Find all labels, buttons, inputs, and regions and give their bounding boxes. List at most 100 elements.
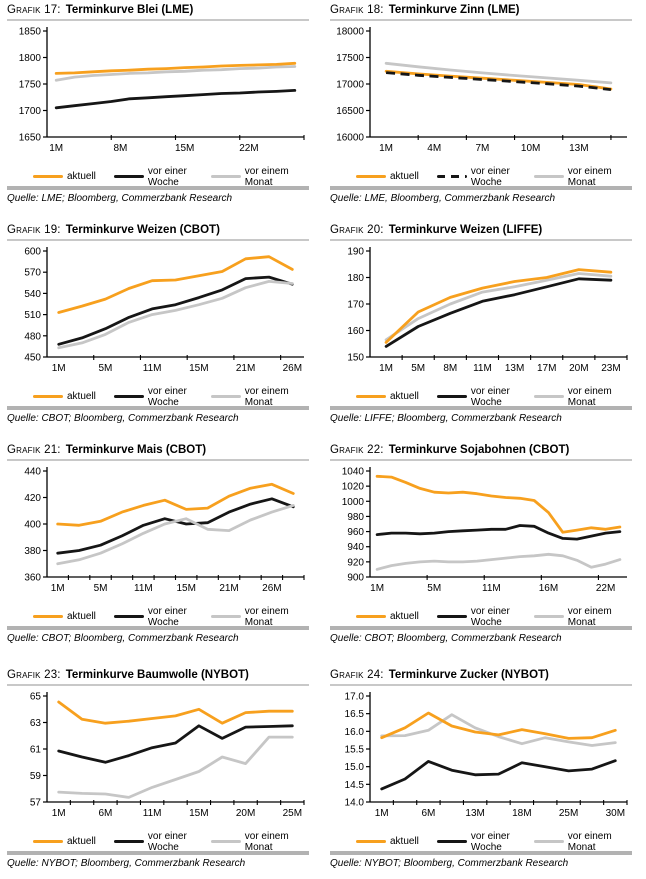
chart-canvas-21: 360 380 400 420 440 1M 5M 11M 15M 21M 26M — [24, 467, 305, 594]
legend-item-monat: vor einem Monat — [210, 386, 291, 408]
x-tick-label: 1M — [379, 363, 393, 374]
legend-item-woche: vor einer Woche — [113, 165, 193, 188]
x-tick-label: 7M — [475, 143, 489, 154]
x-tick-label: 4M — [427, 143, 441, 154]
y-tick-label: 16.5 — [345, 709, 365, 720]
series-line-woche — [385, 71, 612, 91]
x-tick-label: 22M — [239, 143, 258, 154]
legend-label-woche: vor einer Woche — [147, 605, 187, 628]
x-axis-labels: 1M 4M 7M 10M 13M — [379, 143, 588, 154]
chart-panel-21: Grafik 21: Terminkurve Mais (CBOT) 360 380 4… — [0, 440, 323, 665]
series-line-woche — [384, 277, 613, 348]
legend-swatch-aktuell — [356, 839, 386, 844]
source-note: Quelle: CBOT; Bloomberg, Commerzbank Res… — [330, 633, 562, 644]
y-tick-label: 570 — [24, 268, 41, 279]
x-axis-labels: 1M 6M 13M 18M 25M 30M — [375, 808, 625, 819]
chart-legend: aktuell vor einer Woche vor einem Monat — [33, 606, 309, 628]
chart-number-label: Grafik 17: — [7, 4, 61, 16]
y-tick-label: 17500 — [336, 53, 364, 64]
chart-heading: Grafik 23: Terminkurve Baumwolle (NYBOT) — [7, 669, 309, 681]
chart-number-label: Grafik 18: — [330, 4, 384, 16]
x-tick-label: 11M — [482, 583, 501, 594]
legend-swatch-woche — [113, 394, 144, 399]
chart-canvas-24: 14.0 14.5 15.0 15.5 16.0 16.5 17.0 1M 6M 13M 18M 25… — [345, 692, 628, 819]
x-tick-label: 8M — [443, 363, 457, 374]
chart-number-label: Grafik 19: — [7, 224, 61, 236]
series-line-monat — [56, 504, 295, 566]
legend-label-monat: vor einem Monat — [244, 830, 289, 853]
series-line-monat — [384, 61, 613, 85]
legend-swatch-monat — [210, 174, 241, 179]
x-tick-label: 5M — [427, 583, 441, 594]
x-tick-label: 20M — [236, 808, 255, 819]
y-axis-ticks: 57 59 61 63 65 — [30, 692, 47, 809]
y-tick-label: 15.0 — [345, 762, 365, 773]
x-axis-labels: 1M 6M 11M 15M 20M 25M — [52, 808, 302, 819]
title-divider — [330, 684, 632, 686]
x-axis-labels: 1M 5M 8M 11M 13M 17M 20M 23M — [379, 363, 621, 374]
y-tick-label: 16500 — [336, 106, 364, 117]
y-tick-label: 480 — [24, 331, 41, 342]
source-note: Quelle: CBOT; Bloomberg, Commerzbank Res… — [7, 413, 239, 424]
legend-swatch-monat — [533, 394, 564, 399]
legend-swatch-woche — [436, 394, 467, 399]
y-tick-label: 160 — [347, 326, 364, 337]
source-note: Quelle: LME, Bloomberg, Commerzbank Rese… — [330, 193, 556, 204]
series-line-aktuell — [56, 482, 295, 527]
source-note: Quelle: LIFFE; Bloomberg, Commerzbank Re… — [330, 413, 562, 424]
y-tick-label: 450 — [24, 353, 41, 364]
x-axis-ticks — [426, 575, 599, 580]
y-tick-label: 1800 — [19, 53, 42, 64]
legend-label-aktuell: aktuell — [67, 836, 96, 847]
x-tick-label: 1M — [49, 143, 63, 154]
x-tick-label: 30M — [606, 808, 625, 819]
y-tick-label: 57 — [30, 798, 42, 809]
legend-swatch-monat — [533, 174, 564, 179]
series-line-aktuell — [57, 700, 294, 725]
legend-swatch-aktuell — [356, 614, 386, 619]
x-tick-label: 11M — [143, 363, 162, 374]
legend-label-aktuell: aktuell — [67, 171, 96, 182]
x-axis-ticks — [69, 800, 305, 805]
series-line-aktuell — [54, 61, 297, 75]
y-tick-label: 150 — [347, 353, 364, 364]
x-tick-label: 13M — [465, 808, 484, 819]
x-tick-label: 25M — [283, 808, 302, 819]
legend-swatch-aktuell — [33, 614, 63, 619]
series-line-woche — [380, 759, 617, 791]
legend-label-aktuell: aktuell — [67, 391, 96, 402]
legend-label-woche: vor einer Woche — [470, 605, 510, 628]
footer-divider — [330, 406, 632, 410]
legend-item-aktuell: aktuell — [356, 836, 419, 847]
footer-divider — [330, 851, 632, 855]
y-tick-label: 510 — [24, 310, 41, 321]
series-line-monat — [384, 272, 613, 342]
chart-title: Terminkurve Zucker (NYBOT) — [388, 669, 549, 681]
legend-swatch-woche — [113, 174, 144, 179]
x-tick-label: 21M — [236, 363, 255, 374]
y-tick-label: 16000 — [336, 133, 364, 144]
legend-item-aktuell: aktuell — [356, 171, 419, 182]
y-axis-ticks: 450 480 510 540 570 600 — [24, 247, 47, 364]
legend-item-monat: vor einem Monat — [210, 830, 291, 853]
footer-divider — [7, 851, 309, 855]
chart-heading: Grafik 22: Terminkurve Sojabohnen (CBOT) — [330, 444, 632, 456]
y-tick-label: 1000 — [342, 497, 365, 508]
chart-number-label: Grafik 24: — [330, 669, 384, 681]
legend-item-monat: vor einem Monat — [210, 166, 291, 188]
series-line-monat — [380, 713, 617, 747]
title-divider — [330, 239, 632, 241]
chart-number-label: Grafik 23: — [7, 669, 61, 681]
x-axis-ticks — [110, 135, 305, 140]
legend-item-aktuell: aktuell — [356, 611, 419, 622]
legend-label-woche: vor einer Woche — [147, 165, 187, 188]
legend-item-woche: vor einer Woche — [113, 831, 193, 853]
x-tick-label: 17M — [537, 363, 556, 374]
footer-divider — [330, 626, 632, 630]
legend-item-woche: vor einer Woche — [436, 831, 516, 853]
chart-heading: Grafik 20: Terminkurve Weizen (LIFFE) — [330, 224, 632, 236]
legend-swatch-aktuell — [356, 394, 386, 399]
x-tick-label: 23M — [601, 363, 620, 374]
chart-panel-20: Grafik 20: Terminkurve Weizen (LIFFE) 150 1… — [323, 220, 646, 440]
chart-canvas-20: 150 160 170 180 190 1M 5M 8M 11M 13M 17M 20M 23M — [347, 247, 628, 374]
